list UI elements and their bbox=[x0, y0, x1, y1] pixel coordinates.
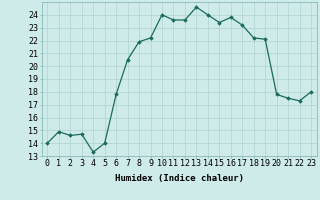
X-axis label: Humidex (Indice chaleur): Humidex (Indice chaleur) bbox=[115, 174, 244, 183]
